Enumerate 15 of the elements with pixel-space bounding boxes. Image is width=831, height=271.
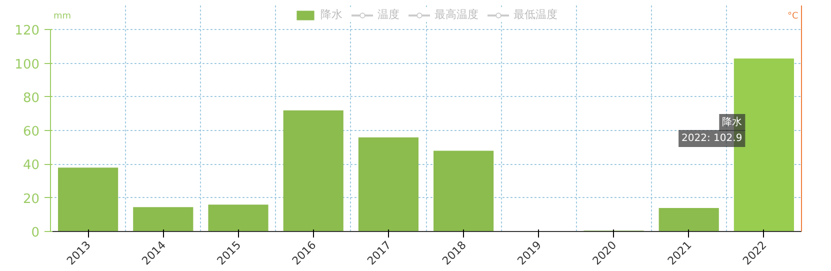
y-tick-label: 60: [22, 124, 40, 140]
y-tick-label: 80: [22, 90, 40, 106]
y-tick-label: 120: [14, 24, 40, 39]
annotation: 降水: [722, 116, 742, 128]
legend-label: 温度: [378, 7, 400, 22]
annotation: 2022: 102.9: [682, 132, 742, 144]
y2-axis-title: °C: [788, 12, 798, 22]
legend-label: 最低温度: [514, 7, 558, 22]
y-tick-label: 20: [22, 192, 40, 207]
y-tick-label: 40: [22, 158, 40, 174]
legend-label: 最高温度: [434, 7, 478, 22]
y-tick-label: 0: [31, 226, 40, 240]
y-tick-label: 100: [14, 57, 40, 72]
y-axis-title: mm: [54, 12, 72, 22]
legend-label: 降水: [320, 7, 342, 22]
